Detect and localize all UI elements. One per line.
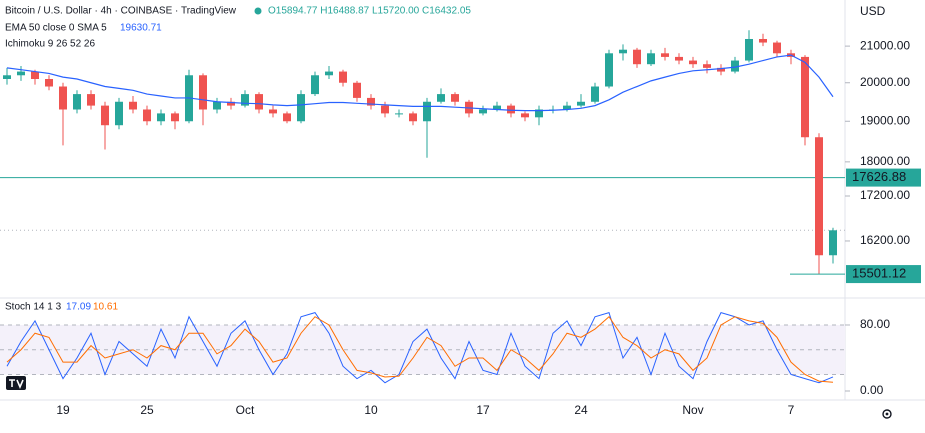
candle-body	[143, 109, 151, 122]
candle-body	[535, 109, 543, 118]
x-tick-label: 19	[56, 403, 70, 417]
price-label: 15501.12	[852, 266, 906, 281]
candle-body	[59, 86, 67, 110]
y-tick-label: 17200.00	[860, 188, 910, 202]
candle-body	[129, 101, 137, 110]
candle-body	[353, 82, 361, 98]
candle-body	[689, 60, 697, 65]
ichimoku-legend: Ichimoku 9 26 52 26	[5, 39, 95, 50]
x-tick-label: Oct	[236, 403, 255, 417]
candle-body	[731, 60, 739, 72]
candle-body	[3, 75, 11, 79]
candle-body	[87, 94, 95, 106]
candle-body	[661, 53, 669, 57]
candle-body	[339, 71, 347, 83]
candle-body	[423, 101, 431, 122]
candle-body	[409, 113, 417, 122]
ema-legend-value: 19630.71	[120, 23, 162, 34]
candle-body	[311, 75, 319, 95]
candle-body	[717, 67, 725, 72]
price-label-box	[846, 168, 921, 187]
ema-line	[6, 54, 834, 112]
candle-body	[297, 94, 305, 122]
y-tick-label: 80.00	[860, 317, 890, 331]
candle-body	[493, 105, 501, 110]
candle-body	[325, 71, 333, 76]
candle-body	[703, 64, 711, 68]
price-label-box	[846, 265, 921, 284]
plot-layer: 21000.00 20000.00 19000.00 18000.00 17200.00…	[0, 30, 921, 417]
x-tick-label: 24	[574, 403, 588, 417]
candle-body	[31, 71, 39, 79]
y-unit: USD	[860, 4, 886, 18]
candle-body	[227, 101, 235, 106]
candle-body	[563, 105, 571, 110]
candle-body	[157, 113, 165, 122]
x-tick-label: Nov	[682, 403, 703, 417]
stoch-line	[6, 315, 834, 383]
stoch-d-value: 10.61	[93, 302, 118, 313]
candle-body	[269, 109, 277, 114]
candle-body	[591, 86, 599, 102]
candle-body	[255, 94, 263, 110]
candle-body	[437, 94, 445, 102]
candle-body	[73, 94, 81, 110]
candle-body	[801, 56, 809, 138]
candle-body	[605, 53, 613, 87]
x-tick-label: 17	[476, 403, 490, 417]
x-tick-label: 25	[140, 403, 154, 417]
stoch-line	[6, 311, 834, 384]
x-tick-label: 10	[364, 403, 378, 417]
candle-body	[381, 105, 389, 114]
candle-body	[759, 38, 767, 43]
settings-gear[interactable]	[882, 409, 892, 419]
price-label: 17626.88	[852, 169, 906, 184]
candle-body	[577, 101, 585, 106]
stoch-legend: Stoch 14 1 3	[5, 302, 62, 313]
candle-body	[283, 113, 291, 122]
y-tick-label: 19000.00	[860, 113, 910, 127]
candle-body	[479, 109, 487, 114]
x-tick-label: 7	[788, 403, 795, 417]
candle-body	[17, 71, 25, 76]
status-dot	[254, 7, 262, 15]
candle-body	[619, 49, 627, 54]
candle-body	[199, 75, 207, 110]
candle-body	[521, 113, 529, 118]
y-tick-label: 18000.00	[860, 154, 910, 168]
candle-body	[647, 53, 655, 65]
chart-title: Bitcoin / U.S. Dollar · 4h · COINBASE · …	[5, 6, 237, 17]
candle-body	[773, 42, 781, 54]
y-tick-label: 20000.00	[860, 75, 910, 89]
candle-body	[675, 56, 683, 61]
candle-body	[507, 105, 515, 114]
stoch-k-value: 17.09	[66, 302, 91, 313]
candle-body	[241, 94, 249, 106]
candle-body	[115, 101, 123, 126]
candle-body	[45, 78, 53, 87]
candle-body	[815, 137, 823, 256]
candle-body	[745, 38, 753, 61]
candle-body	[633, 49, 641, 65]
candle-body	[367, 97, 375, 106]
candle-body	[451, 94, 459, 102]
tv-logo	[6, 376, 26, 390]
candle-body	[101, 105, 109, 126]
ohlc-header: O15894.77 H16488.87 L15720.00 C16432.05	[268, 6, 471, 17]
candle-body	[395, 113, 403, 115]
ema-legend: EMA 50 close 0 SMA 5	[5, 23, 107, 34]
candle-body	[171, 113, 179, 122]
candle-body	[213, 101, 221, 110]
y-tick-label: 0.00	[860, 383, 884, 397]
candle-body	[829, 230, 837, 256]
y-tick-label: 16200.00	[860, 233, 910, 247]
y-tick-label: 21000.00	[860, 38, 910, 52]
